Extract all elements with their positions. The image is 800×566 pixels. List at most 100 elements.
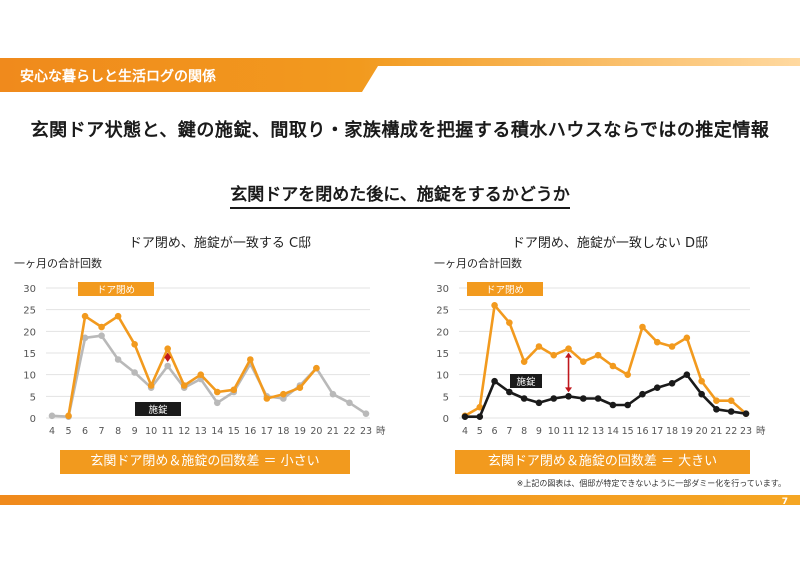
chart-d-point-lock [713,406,720,413]
chart-c-xtick-label: 16 [244,426,256,437]
chart-c-point-door [114,312,122,320]
chart-c-xtick-label: 13 [195,426,207,437]
chart-c-legend-lock-label: 施錠 [148,404,168,416]
chart-d-title: ドア閉め、施錠が一致しない D邸 [511,236,709,251]
chart-c-legend-lock-box [135,402,181,416]
chart-c-ytick-label: 5 [30,392,36,403]
chart-c-xtick-label: 20 [310,426,322,437]
chart-c-xtick-label: 4 [49,426,55,437]
chart-c-point-lock [98,332,105,339]
chart-c-xtick-label: 6 [82,426,88,437]
chart-d-ytick-label: 20 [436,327,449,338]
chart-d-legend-lock-label: 施錠 [516,376,536,388]
chart-d-point-door [535,343,543,350]
chart-d-summary: 玄関ドア閉め＆施錠の回数差 ＝ 大きい [455,450,750,474]
page-headline: 玄関ドア状態と、鍵の施錠、間取り・家族構成を把握する積水ハウスならではの推定情報 [30,120,770,141]
chart-c-point-lock [346,399,353,407]
chart-d-xtick-label: 10 [548,426,560,437]
chart-d-point-door [624,371,631,378]
chart-d-point-lock [653,384,661,391]
chart-c-xtick-label: 12 [178,426,190,437]
chart-d-point-door [491,302,498,309]
chart-d-xtick-label: 20 [696,426,708,437]
chart-d-point-lock [520,395,528,402]
chart-c-ytick-label: 15 [23,349,36,360]
chart-c-xtick-label: 21 [327,426,339,437]
chart-d-xtick-label: 23 [740,426,752,437]
chart-c-point-door [147,382,155,389]
chart-c-point-door [164,345,171,352]
chart-c-xtick-label: 23 [360,426,372,437]
footnote: ※上記の図表は、個邸が特定できないように一部ダミー化を行っています。 [516,479,786,488]
chart-c-point-lock [362,410,370,417]
chart-d-point-door [653,338,661,346]
chart-d-point-lock [727,408,735,415]
chart-d-xtick-label: 21 [710,426,722,437]
chart-d-ytick-label: 30 [436,284,449,295]
footer-band [0,495,800,505]
chart-c-xtick-label: 15 [228,426,240,437]
chart-d-point-lock [594,395,602,402]
chart-c-xtick-label: 22 [343,426,355,437]
chart-d-ytick-label: 5 [443,392,449,403]
chart-c-point-door [98,323,105,331]
chart-c-arrow-head-down [164,357,172,362]
chart-c-legend-door-box [78,282,154,296]
section-title: 安心な暮らしと生活ログの関係 [20,69,216,85]
chart-c-summary: 玄関ドア閉め＆施錠の回数差 ＝ 小さい [60,450,350,474]
chart-d-point-lock [506,388,513,396]
chart-d-legend-lock-box [510,374,542,388]
chart-d-point-door [639,323,646,331]
chart-d-xtick-label: 6 [492,426,498,437]
chart-d-point-lock [550,395,558,402]
chart-d-xtick-label: 5 [477,426,483,437]
chart-d-point-lock [580,395,587,402]
chart-d-unit-label: 一ヶ月の合計回数 [434,257,522,270]
chart-d-xtick-label: 14 [607,426,619,437]
chart-c-ytick-label: 20 [23,327,36,338]
chart-c-point-door [197,371,205,378]
chart-d-ytick-label: 25 [436,306,449,317]
chart-d-point-door [520,358,528,365]
chart-d-point-door [550,351,558,359]
chart-d-point-lock [624,401,631,409]
chart-d-point-door [506,319,513,326]
chart-c-ytick-label: 10 [23,371,36,382]
chart-c-xtick-label: 9 [132,426,138,437]
chart-d-xtick-label: 13 [592,426,604,437]
chart-d-xtick-label: 7 [506,426,512,437]
chart-d-xtick-label: 19 [681,426,693,437]
chart-d-point-door [580,358,587,365]
chart-d-ytick-label: 15 [436,349,449,360]
chart-c-point-lock [48,412,56,420]
chart-d-point-lock [698,390,705,398]
chart-c-point-door [213,388,221,396]
chart-d-xtick-label: 4 [462,426,468,437]
chart-c-point-door [313,364,320,372]
chart-c-xtick-label: 7 [99,426,105,437]
chart-d-point-door [698,377,705,385]
chart-c-ytick-label: 25 [23,306,36,317]
chart-d-xtick-label: 22 [725,426,737,437]
chart-c-point-door [65,412,72,420]
chart-c-xtick-label: 17 [261,426,273,437]
chart-d-xtick-label: 17 [651,426,663,437]
chart-c-point-door [131,341,138,348]
chart-d-series-line-door [464,304,747,417]
page-number: 7 [781,497,788,507]
chart-d-point-lock [668,380,676,387]
chart-c-point-door [247,356,254,363]
chart-d-point-door [668,343,676,350]
chart-c-xtick-label: 5 [66,426,72,437]
chart-c-ytick-label: 30 [23,284,36,295]
chart-d-xtick-label: 11 [562,426,574,437]
chart-d-ytick-label: 0 [443,414,449,425]
chart-c-point-door [263,395,271,402]
subheadline-text: 玄関ドアを閉めた後に、施錠をするかどうか [230,185,570,209]
chart-d-point-door [683,334,691,342]
chart-d-legend-door-label: ドア閉め [486,285,524,296]
chart-c-xaxis-suffix: 時 [376,426,386,437]
chart-c-xtick-label: 19 [294,426,306,437]
chart-c-xtick-label: 8 [115,426,121,437]
